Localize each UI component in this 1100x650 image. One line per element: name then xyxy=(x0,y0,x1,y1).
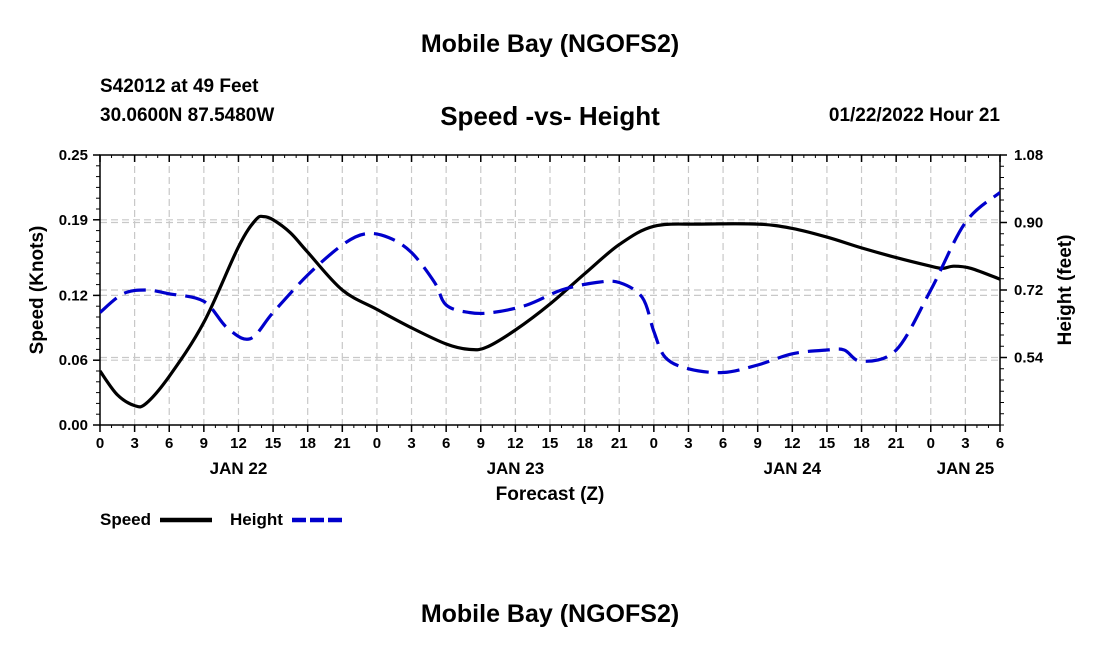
x-tick-label: 18 xyxy=(576,435,593,452)
x-tick-label: 3 xyxy=(684,435,692,452)
x-tick-label: 0 xyxy=(650,435,658,452)
x-tick-label: 0 xyxy=(927,435,935,452)
x-tick-label: 0 xyxy=(96,435,104,452)
y-tick-label: 0.12 xyxy=(59,287,88,304)
grid xyxy=(100,155,1000,425)
x-tick-label: 21 xyxy=(334,435,351,452)
x-tick-label: 3 xyxy=(961,435,969,452)
y-axis-label: Speed (Knots) xyxy=(27,226,48,355)
x-tick-label: 21 xyxy=(611,435,628,452)
x-tick-label: 21 xyxy=(888,435,905,452)
x-tick-label: 0 xyxy=(373,435,381,452)
date-label: JAN 25 xyxy=(937,459,995,478)
forecast-datetime: 01/22/2022 Hour 21 xyxy=(828,105,1000,126)
x-tick-label: 6 xyxy=(996,435,1004,452)
series-line-height xyxy=(100,191,1000,375)
x-tick-label: 9 xyxy=(754,435,762,452)
station-label: S42012 at 49 Feet xyxy=(100,76,259,97)
chart-title: Mobile Bay (NGOFS2) xyxy=(420,30,680,58)
x-tick-label: 15 xyxy=(542,435,559,452)
series-line-speed xyxy=(100,214,1000,409)
x-tick-label: 12 xyxy=(784,435,801,452)
y2-axis-label: Height (feet) xyxy=(1055,235,1076,346)
x-tick-label: 3 xyxy=(407,435,415,452)
y-tick-label: 0.06 xyxy=(59,352,88,369)
y-tick-label: 0.00 xyxy=(59,417,88,434)
y-tick-label: 0.19 xyxy=(59,212,88,229)
y2-tick-label: 0.90 xyxy=(1014,215,1043,232)
x-tick-label: 18 xyxy=(299,435,316,452)
x-tick-label: 6 xyxy=(442,435,450,452)
x-axis-label: Forecast (Z) xyxy=(496,484,605,505)
date-label: JAN 23 xyxy=(487,459,545,478)
x-tick-label: 15 xyxy=(265,435,282,452)
date-label: JAN 22 xyxy=(210,459,268,478)
x-tick-label: 12 xyxy=(230,435,247,452)
x-tick-label: 6 xyxy=(719,435,727,452)
x-tick-label: 9 xyxy=(477,435,485,452)
x-tick-label: 15 xyxy=(819,435,836,452)
x-tick-label: 6 xyxy=(165,435,173,452)
y-tick-label: 0.25 xyxy=(59,147,88,164)
x-tick-label: 9 xyxy=(200,435,208,452)
legend-label-speed: Speed xyxy=(100,510,151,529)
y2-tick-label: 0.54 xyxy=(1014,350,1044,367)
y2-tick-label: 1.08 xyxy=(1014,147,1043,164)
x-tick-label: 12 xyxy=(507,435,524,452)
legend-label-height: Height xyxy=(230,510,283,529)
chart-subtitle: Speed -vs- Height xyxy=(440,101,660,131)
date-label: JAN 24 xyxy=(763,459,821,478)
y2-tick-label: 0.72 xyxy=(1014,282,1043,299)
chart-title-repeat: Mobile Bay (NGOFS2) xyxy=(420,600,680,628)
x-tick-label: 18 xyxy=(853,435,870,452)
coordinates-label: 30.0600N 87.5480W xyxy=(100,105,275,126)
x-tick-label: 3 xyxy=(130,435,138,452)
